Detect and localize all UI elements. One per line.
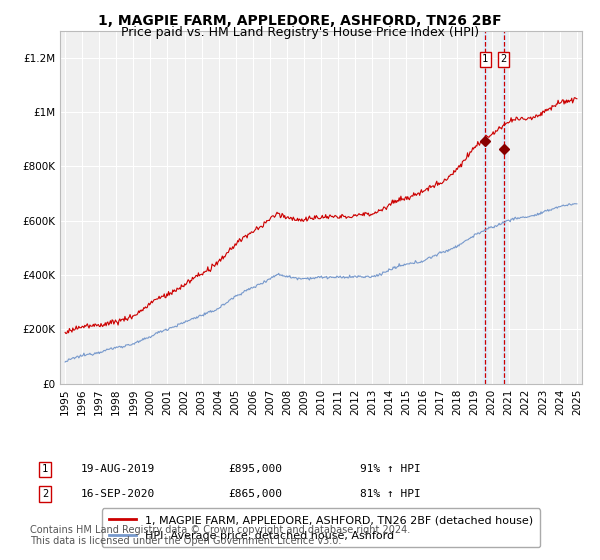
Text: 81% ↑ HPI: 81% ↑ HPI (360, 489, 421, 499)
Text: 19-AUG-2019: 19-AUG-2019 (81, 464, 155, 474)
Text: 1: 1 (42, 464, 48, 474)
Bar (502, 31, 506, 384)
Text: £895,000: £895,000 (228, 464, 282, 474)
Text: 91% ↑ HPI: 91% ↑ HPI (360, 464, 421, 474)
Text: £865,000: £865,000 (228, 489, 282, 499)
Text: 1, MAGPIE FARM, APPLEDORE, ASHFORD, TN26 2BF: 1, MAGPIE FARM, APPLEDORE, ASHFORD, TN26… (98, 14, 502, 28)
Legend: 1, MAGPIE FARM, APPLEDORE, ASHFORD, TN26 2BF (detached house), HPI: Average pric: 1, MAGPIE FARM, APPLEDORE, ASHFORD, TN26… (102, 508, 540, 547)
Text: 1: 1 (482, 54, 488, 64)
Bar (483, 31, 487, 384)
Text: 2: 2 (500, 54, 507, 64)
Text: 2: 2 (42, 489, 48, 499)
Text: Price paid vs. HM Land Registry's House Price Index (HPI): Price paid vs. HM Land Registry's House … (121, 26, 479, 39)
Text: Contains HM Land Registry data © Crown copyright and database right 2024.
This d: Contains HM Land Registry data © Crown c… (30, 525, 410, 547)
Text: 16-SEP-2020: 16-SEP-2020 (81, 489, 155, 499)
